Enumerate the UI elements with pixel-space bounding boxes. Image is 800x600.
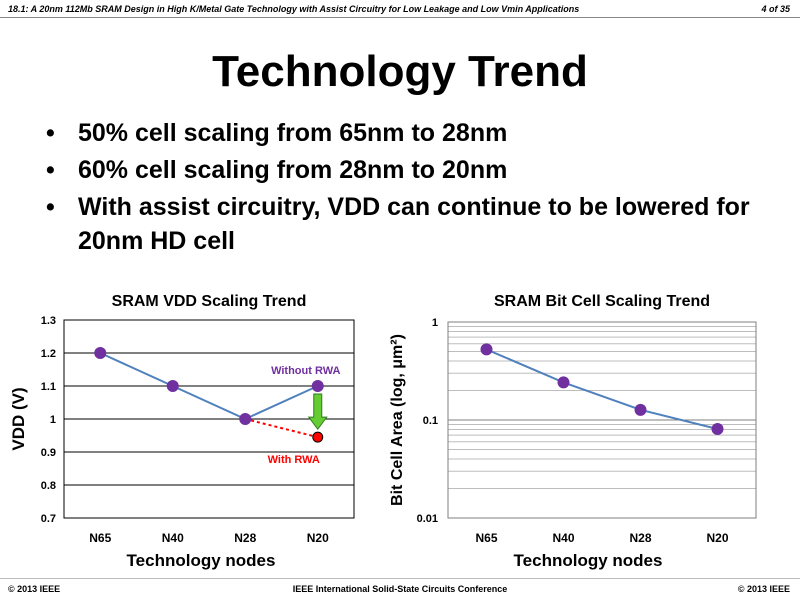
chart1-data-point: [94, 347, 107, 359]
chart2-data-point: [711, 422, 724, 435]
bullet-list: 50% cell scaling from 65nm to 28nm 60% c…: [46, 116, 776, 261]
chart1-y-axis-label: VDD (V): [9, 387, 28, 450]
slide-title: Technology Trend: [212, 47, 588, 96]
chart2-x-tick-label: N65: [475, 531, 497, 545]
chart1-y-tick-label: 0.7: [41, 513, 56, 525]
chart1-rwa-dotted-line: [245, 418, 318, 439]
chart1-y-tick-label: 0.9: [41, 447, 56, 459]
chart1-down-arrow: [307, 393, 328, 430]
chart2-title: SRAM Bit Cell Scaling Trend: [494, 293, 710, 310]
chart2-y-axis-label: Bit Cell Area (log, μm²): [389, 334, 406, 506]
chart2-y-tick-label: 0.1: [423, 415, 438, 427]
bullet-item: 50% cell scaling from 65nm to 28nm: [46, 116, 776, 150]
chart1-plot-frame: [63, 319, 355, 519]
chart1-y-tick-label: 1.3: [41, 315, 56, 327]
chart1-annotation-without-rwa: Without RWA: [271, 365, 340, 377]
chart2-y-tick-label: 0.01: [417, 513, 438, 525]
chart1-x-tick-label: N28: [234, 531, 256, 545]
chart2-x-tick-label: N28: [629, 531, 651, 545]
chart1-x-axis-label: Technology nodes: [127, 551, 276, 570]
chart2-data-point: [480, 343, 493, 356]
chart1-data-point: [311, 380, 324, 392]
bullet-item: 60% cell scaling from 28nm to 20nm: [46, 153, 776, 187]
chart2-x-axis-label: Technology nodes: [514, 551, 663, 570]
chart1-y-tick-label: 1.2: [41, 348, 56, 360]
chart2-data-point: [557, 376, 570, 389]
footer-copyright-left: © 2013 IEEE: [8, 584, 61, 594]
chart1-data-point: [166, 380, 179, 392]
chart1-series-line: [99, 352, 319, 421]
header-page-number: 4 of 35: [761, 4, 790, 14]
chart1-y-tick-label: 1.1: [41, 381, 56, 393]
chart2-series-line: [486, 348, 718, 430]
chart1-title: SRAM VDD Scaling Trend: [112, 293, 307, 310]
chart1-y-tick-label: 0.8: [41, 480, 56, 492]
chart1-annotation-with-rwa: With RWA: [268, 454, 320, 466]
footer-conference: IEEE International Solid-State Circuits …: [292, 584, 508, 594]
chart1-x-tick-label: N40: [162, 531, 184, 545]
chart2-data-point: [634, 403, 647, 416]
chart2-y-tick-label: 1: [432, 317, 438, 329]
footer-divider: [0, 578, 800, 579]
footer-copyright-right: © 2013 IEEE: [737, 584, 790, 594]
chart1-x-tick-label: N65: [89, 531, 111, 545]
header-paper-title: 18.1: A 20nm 112Mb SRAM Design in High K…: [8, 4, 580, 14]
chart2-plot-frame: [447, 321, 757, 519]
charts-area: SRAM VDD Scaling Trend 0.7 0.8 0.9 1 1.1 1.2 1.…: [9, 293, 757, 570]
chart1-x-tick-label: N20: [307, 531, 329, 545]
chart1-y-tick-label: 1: [50, 414, 56, 426]
chart2-x-tick-label: N40: [552, 531, 574, 545]
chart2-x-tick-label: N20: [706, 531, 728, 545]
chart1-data-point: [239, 413, 252, 425]
bullet-item: With assist circuitry, VDD can continue …: [46, 190, 776, 258]
chart1-rwa-point: [312, 431, 324, 443]
header-divider: [0, 17, 800, 18]
